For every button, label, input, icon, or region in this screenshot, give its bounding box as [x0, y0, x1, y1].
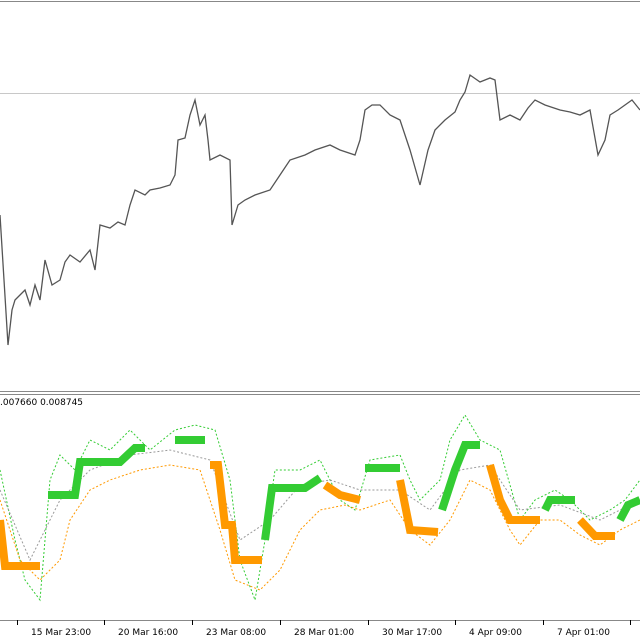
- time-label: 23 Mar 08:00: [206, 628, 266, 638]
- time-label: 20 Mar 16:00: [118, 628, 178, 638]
- time-label: 15 Mar 23:00: [31, 628, 91, 638]
- time-label: 30 Mar 17:00: [382, 628, 442, 638]
- time-label: 28 Mar 01:00: [294, 628, 354, 638]
- time-label: 4 Apr 09:00: [469, 628, 522, 638]
- time-label: 7 Apr 01:00: [557, 628, 610, 638]
- indicator-label: .007660 0.008745: [0, 398, 83, 408]
